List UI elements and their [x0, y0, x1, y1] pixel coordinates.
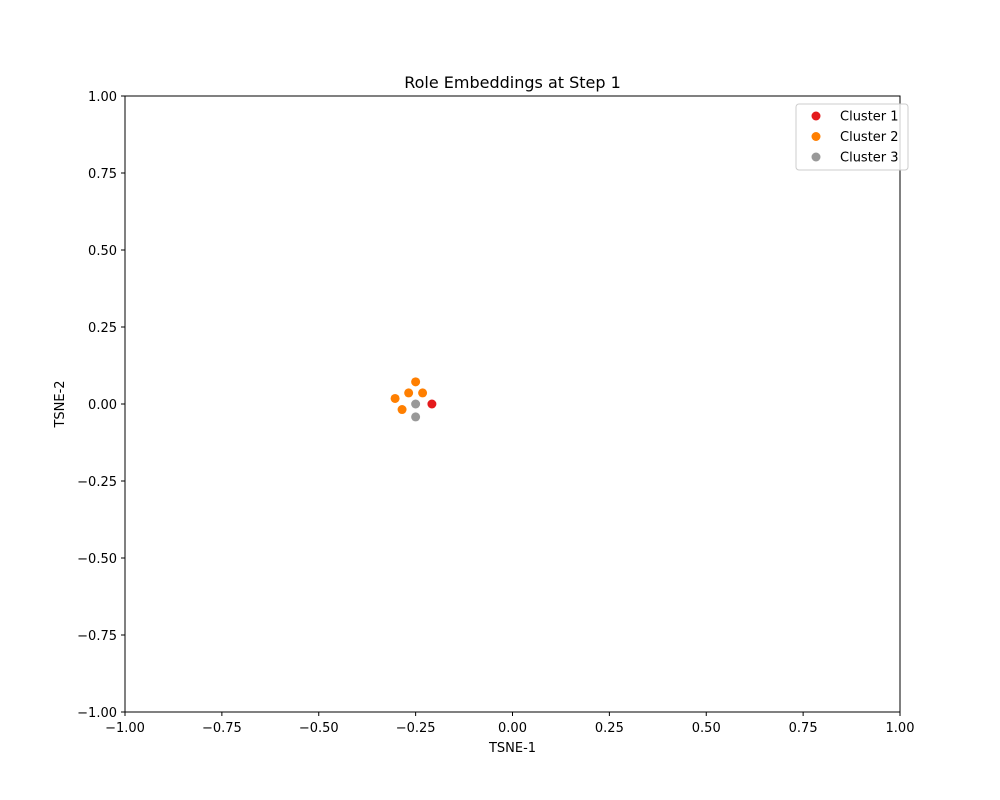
point-cluster-2 — [404, 388, 414, 398]
y-tick-label: 1.00 — [88, 90, 117, 105]
legend-label: Cluster 1 — [840, 110, 899, 125]
x-tick-label: 0.75 — [789, 721, 818, 736]
x-axis: −1.00 −0.75 −0.50 −0.25 0.00 0.25 0.50 0.75 1.00 — [105, 712, 914, 736]
legend-box — [795, 103, 909, 171]
y-tick-label: −0.25 — [77, 475, 117, 490]
points-layer — [390, 377, 437, 422]
legend: Cluster 1 Cluster 2 Cluster 3 — [795, 103, 909, 171]
point-cluster-3 — [411, 399, 421, 409]
point-cluster-2 — [418, 388, 428, 398]
point-cluster-2 — [390, 393, 400, 403]
y-tick-label: 0.50 — [88, 244, 117, 259]
y-tick-label: 0.25 — [88, 321, 117, 336]
legend-marker — [811, 132, 821, 141]
y-tick-label: −1.00 — [77, 706, 117, 721]
y-tick-label: −0.50 — [77, 552, 117, 567]
y-axis-label: TSNE-2 — [53, 380, 68, 428]
y-axis: −1.00 −0.75 −0.50 −0.25 0.00 0.25 0.50 0.75 1.00 — [77, 90, 125, 721]
x-tick-label: −0.75 — [202, 721, 242, 736]
y-tick-label: 0.00 — [88, 398, 117, 413]
y-tick-label: 0.75 — [88, 167, 117, 182]
legend-marker — [811, 152, 821, 162]
x-tick-label: −1.00 — [105, 721, 145, 736]
point-cluster-2 — [397, 405, 407, 415]
x-tick-label: 1.00 — [886, 721, 915, 736]
point-cluster-1 — [427, 399, 437, 409]
x-tick-label: 0.25 — [595, 721, 624, 736]
chart-title: Role Embeddings at Step 1 — [404, 73, 621, 92]
legend-marker — [811, 111, 821, 121]
point-cluster-3 — [411, 412, 421, 422]
point-cluster-2 — [411, 377, 421, 387]
x-tick-label: −0.50 — [299, 721, 339, 736]
x-axis-label: TSNE-1 — [488, 741, 536, 756]
legend-label: Cluster 3 — [840, 151, 899, 166]
x-tick-label: −0.25 — [396, 721, 436, 736]
y-tick-label: −0.75 — [77, 629, 117, 644]
legend-label: Cluster 2 — [840, 130, 899, 145]
x-tick-label: 0.50 — [692, 721, 721, 736]
x-tick-label: 0.00 — [498, 721, 527, 736]
